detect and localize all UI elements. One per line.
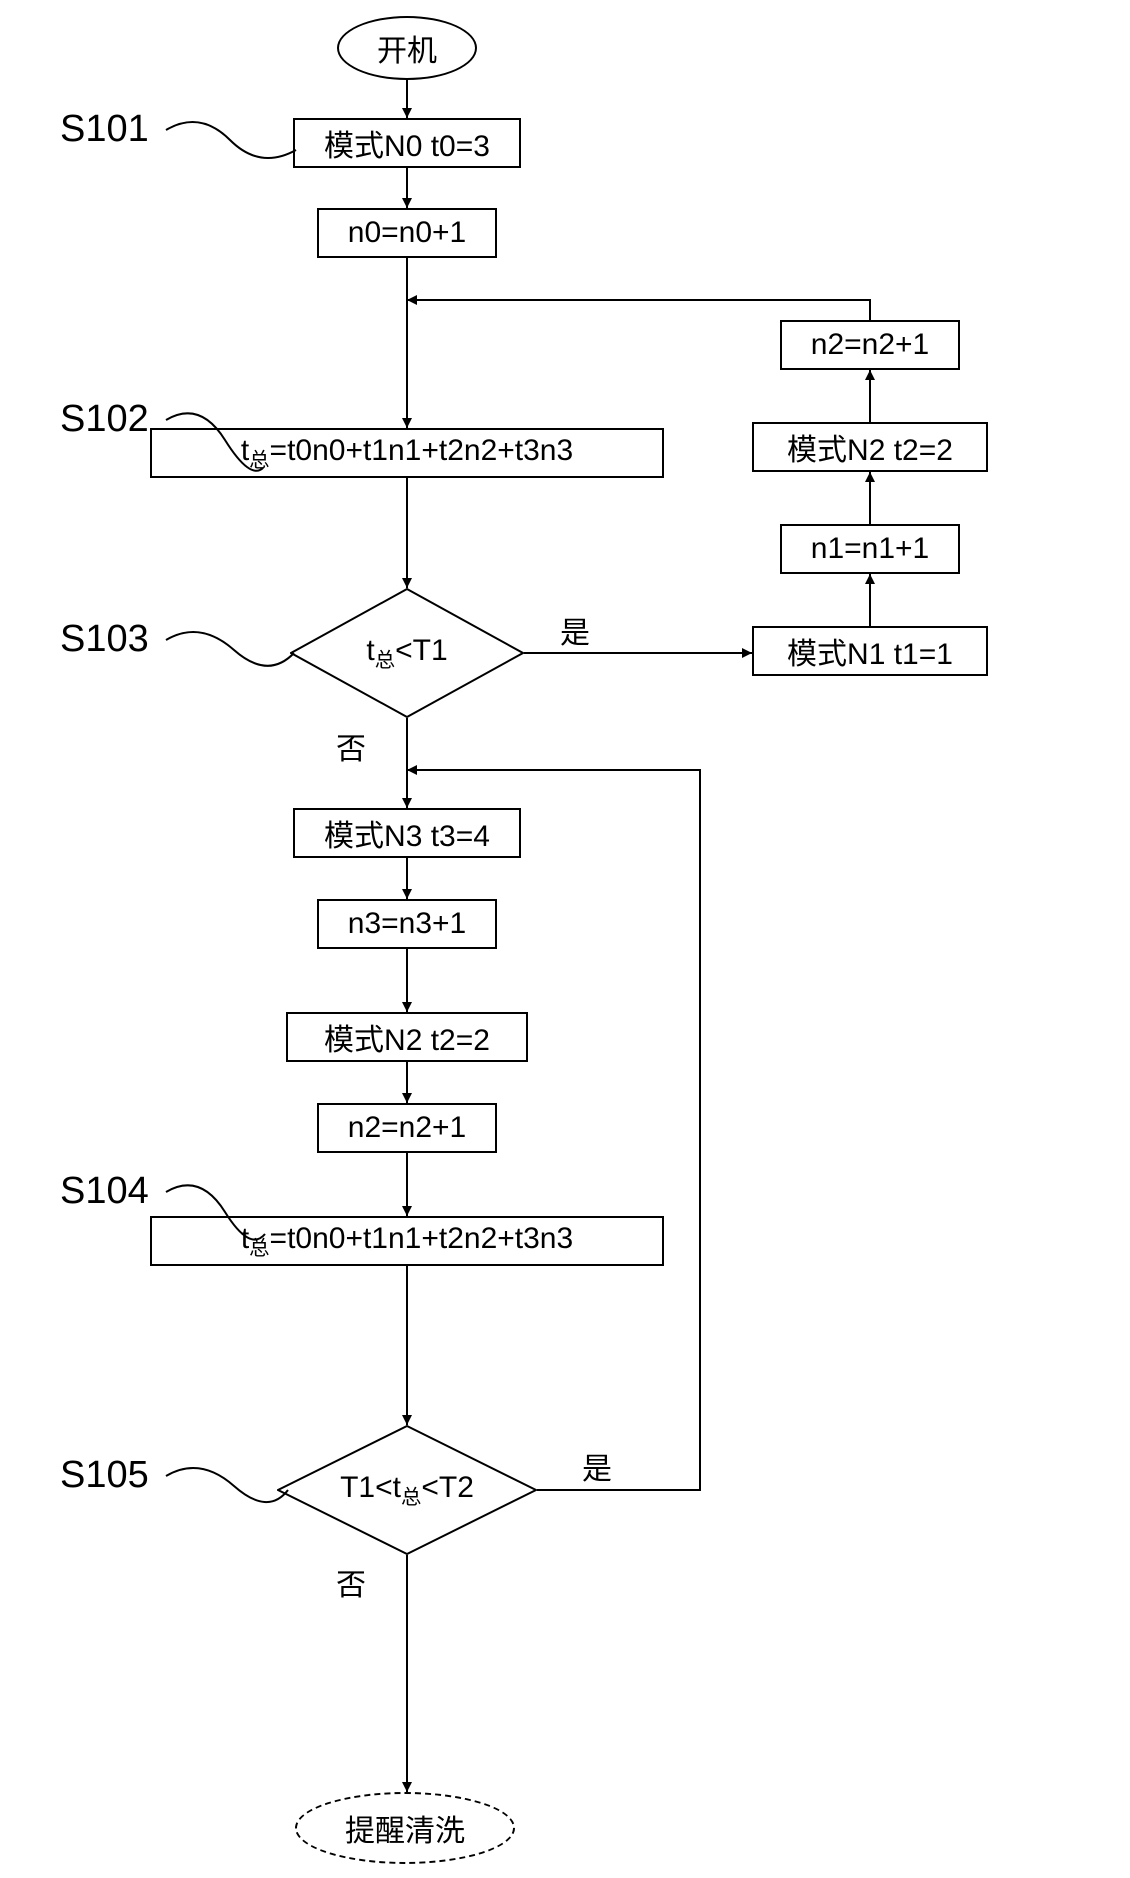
edge-label-yes-2: 是 [582,1444,612,1488]
flowchart-canvas: 开机 模式N0 t0=3 n0=n0+1 t总=t0n0+t1n1+t2n2+t… [0,0,1130,1878]
node-inc-n0-text: n0=n0+1 [348,216,466,250]
node-sum1-text: t总=t0n0+t1n1+t2n2+t3n3 [241,434,573,473]
node-mode-n1-text: 模式N1 t1=1 [787,629,953,673]
node-sum2: t总=t0n0+t1n1+t2n2+t3n3 [150,1216,664,1266]
node-mode-n2-right-text: 模式N2 t2=2 [787,425,953,469]
node-inc-n1: n1=n1+1 [780,524,960,574]
decision1-text: t总<T1 [366,634,447,673]
edge-label-yes-1: 是 [560,608,590,652]
node-inc-n0: n0=n0+1 [317,208,497,258]
node-inc-n2-left-text: n2=n2+1 [348,1111,466,1145]
terminator-end-text: 提醒清洗 [345,1806,465,1850]
decision-t1-t-t2: T1<t总<T2 [277,1425,537,1555]
node-mode-n2-left-text: 模式N2 t2=2 [324,1015,490,1059]
terminator-start-text: 开机 [377,26,437,70]
step-label-s105: S105 [60,1454,149,1497]
step-label-s103: S103 [60,618,149,661]
edge-label-no-1: 否 [336,724,366,768]
node-inc-n2-right: n2=n2+1 [780,320,960,370]
edges-layer [0,0,1130,1878]
node-mode-n2-right: 模式N2 t2=2 [752,422,988,472]
step-label-s102: S102 [60,398,149,441]
node-inc-n3: n3=n3+1 [317,899,497,949]
node-inc-n2-left: n2=n2+1 [317,1103,497,1153]
edge-label-no-2: 否 [336,1560,366,1604]
node-inc-n2-right-text: n2=n2+1 [811,328,929,362]
node-mode-n0: 模式N0 t0=3 [293,118,521,168]
decision2-text: T1<t总<T2 [340,1471,474,1510]
node-mode-n0-text: 模式N0 t0=3 [324,121,490,165]
step-label-s104: S104 [60,1170,149,1213]
decision-t-lt-t1: t总<T1 [290,588,524,718]
node-mode-n2-left: 模式N2 t2=2 [286,1012,528,1062]
node-inc-n3-text: n3=n3+1 [348,907,466,941]
node-sum2-text: t总=t0n0+t1n1+t2n2+t3n3 [241,1222,573,1261]
terminator-end: 提醒清洗 [295,1792,515,1864]
node-inc-n1-text: n1=n1+1 [811,532,929,566]
node-mode-n3-text: 模式N3 t3=4 [324,811,490,855]
node-mode-n3: 模式N3 t3=4 [293,808,521,858]
node-sum1: t总=t0n0+t1n1+t2n2+t3n3 [150,428,664,478]
node-mode-n1: 模式N1 t1=1 [752,626,988,676]
terminator-start: 开机 [337,16,477,80]
step-label-s101: S101 [60,108,149,151]
